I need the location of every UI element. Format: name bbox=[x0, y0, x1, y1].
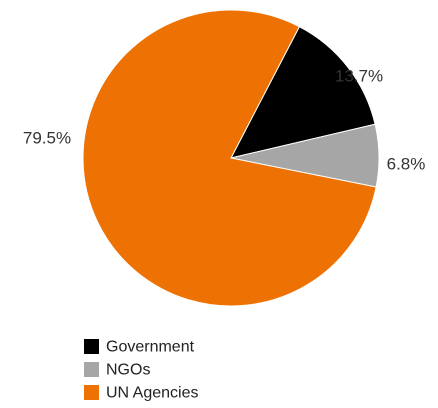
legend-label-government: Government bbox=[106, 339, 195, 356]
slice-labels: 13.7% 6.8% 79.5% bbox=[23, 66, 425, 173]
legend: Government NGOs UN Agencies bbox=[84, 339, 199, 402]
slice-label-government: 13.7% bbox=[335, 66, 383, 85]
slice-label-un-agencies: 79.5% bbox=[23, 128, 71, 147]
legend-swatch-un-agencies bbox=[84, 385, 99, 400]
legend-label-ngos: NGOs bbox=[106, 362, 150, 379]
pie-slices bbox=[82, 9, 380, 307]
slice-label-ngos: 6.8% bbox=[387, 154, 426, 173]
legend-swatch-ngos bbox=[84, 362, 99, 377]
legend-label-un-agencies: UN Agencies bbox=[106, 385, 199, 402]
pie-slice-un-agencies bbox=[82, 9, 377, 307]
pie-slice-government bbox=[230, 26, 376, 159]
legend-swatch-government bbox=[84, 339, 99, 354]
